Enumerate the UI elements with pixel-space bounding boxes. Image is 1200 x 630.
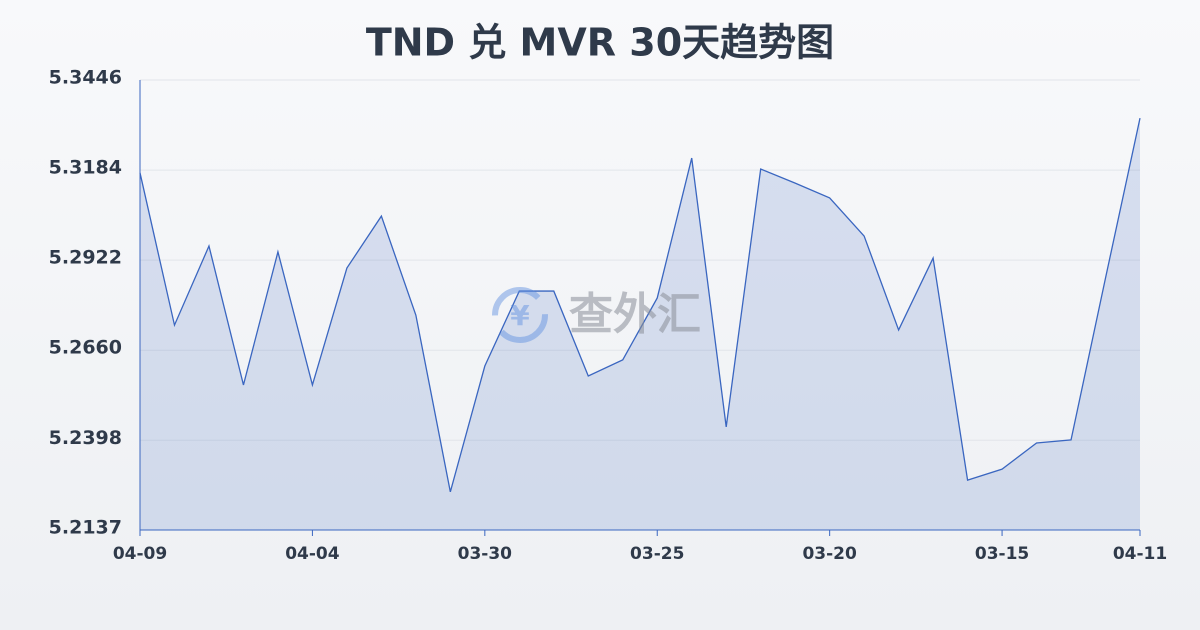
x-tick-label: 04-04 bbox=[285, 544, 340, 564]
x-tick-label: 03-15 bbox=[975, 544, 1029, 564]
line bbox=[139, 118, 1141, 493]
x-tick-label: 04-11 bbox=[1113, 544, 1167, 564]
watermark: 查外汇 bbox=[569, 289, 701, 340]
area-fill bbox=[140, 118, 1140, 530]
chart-title: TND 兑 MVR 30天趋势图 bbox=[366, 21, 834, 65]
x-tick-label: 03-25 bbox=[630, 544, 684, 564]
y-tick-label: 5.2660 bbox=[49, 337, 122, 359]
watermark-logo: ¥ bbox=[492, 287, 548, 343]
y-tick-label: 5.2398 bbox=[49, 427, 122, 449]
y-tick-label: 5.2137 bbox=[49, 517, 122, 539]
x-tick-label: 04-09 bbox=[113, 544, 167, 564]
x-tick-label: 03-20 bbox=[802, 544, 857, 564]
y-tick-label: 5.2922 bbox=[49, 247, 122, 269]
y-tick-label: 5.3184 bbox=[49, 157, 122, 179]
y-tick-label: 5.3446 bbox=[49, 67, 122, 89]
svg-text:¥: ¥ bbox=[510, 299, 530, 332]
x-tick-label: 03-30 bbox=[458, 544, 513, 564]
plot: 5.2137 5.2398 5.2660 5.2922 5.3184 5.3446 04-0… bbox=[49, 67, 1168, 565]
